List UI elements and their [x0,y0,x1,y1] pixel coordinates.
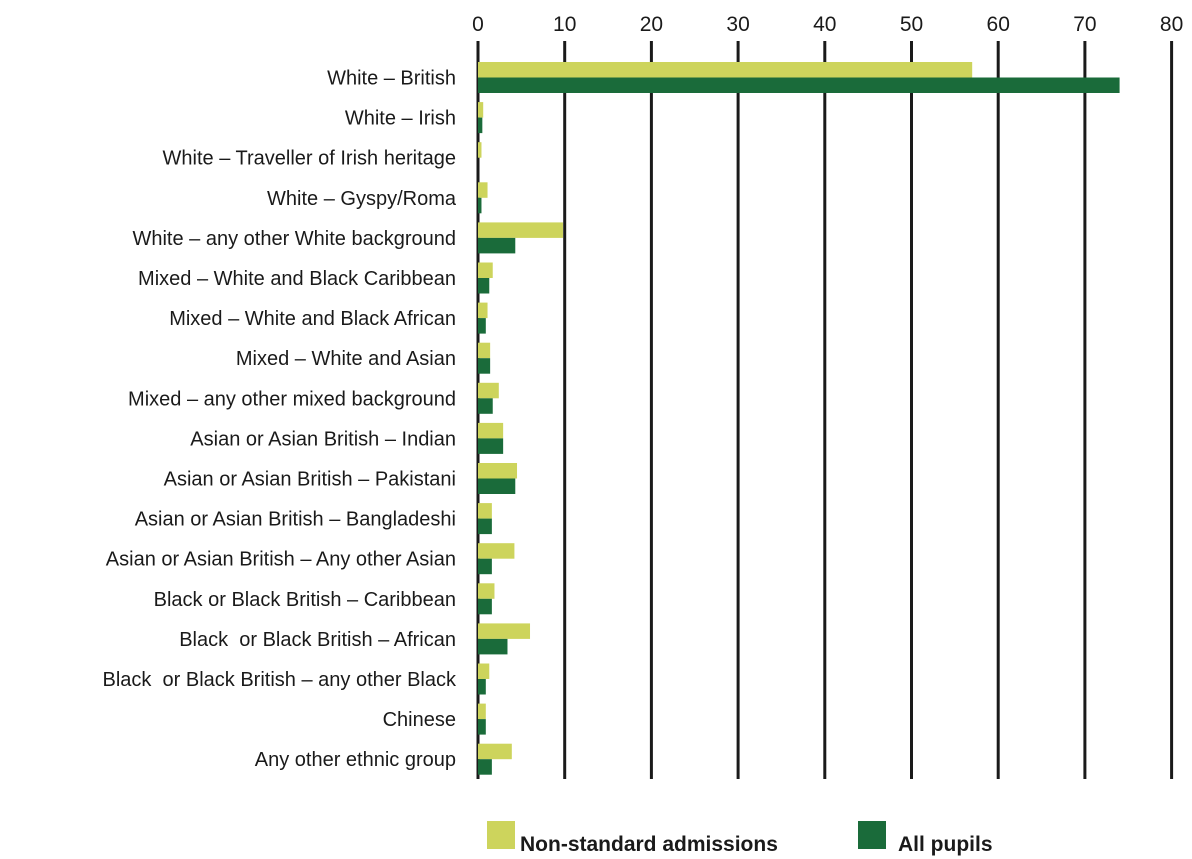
bars [478,62,1120,775]
bar-non-standard-16 [478,703,486,720]
bar-all-pupils-10 [478,478,516,494]
category-label-17: Any other ethnic group [255,749,456,771]
legend-all-pupils-label: All pupils [898,833,993,856]
bar-non-standard-12 [478,543,515,559]
bar-non-standard-2 [478,142,482,158]
bar-all-pupils-0 [478,77,1120,93]
x-tick-label-20: 20 [640,13,663,36]
bar-all-pupils-1 [478,117,483,134]
bar-non-standard-11 [478,503,492,519]
legend-all-pupils-swatch [858,821,886,849]
category-label-14: Black or Black British – African [179,629,456,651]
bar-non-standard-17 [478,743,512,760]
x-tick-label-10: 10 [553,13,576,36]
bar-non-standard-7 [478,342,491,359]
x-tick-label-70: 70 [1073,13,1096,36]
bar-non-standard-8 [478,382,499,399]
category-label-6: Mixed – White and Black African [169,308,456,330]
category-label-12: Asian or Asian British – Any other Asian [106,549,456,571]
bar-non-standard-4 [478,222,563,238]
bar-all-pupils-14 [478,638,508,655]
bar-all-pupils-5 [478,278,490,294]
gridlines [476,41,1174,779]
bar-non-standard-1 [478,102,484,118]
category-label-3: White – Gyspy/Roma [267,188,457,210]
category-label-8: Mixed – any other mixed background [128,388,456,410]
bar-non-standard-6 [478,302,488,319]
bar-non-standard-0 [478,62,973,78]
bar-all-pupils-12 [478,558,492,575]
x-tick-label-80: 80 [1160,13,1183,36]
x-tick-label-30: 30 [726,13,749,36]
bar-all-pupils-3 [478,197,482,214]
x-tick-label-50: 50 [900,13,923,36]
category-label-7: Mixed – White and Asian [236,348,456,370]
category-label-15: Black or Black British – any other Black [103,669,457,691]
x-tick-label-0: 0 [472,13,484,36]
category-label-4: White – any other White background [132,228,456,250]
bar-non-standard-10 [478,463,518,479]
category-label-2: White – Traveller of Irish heritage [163,148,456,170]
bar-all-pupils-9 [478,438,504,454]
bar-all-pupils-8 [478,398,493,414]
x-tick-label-60: 60 [987,13,1010,36]
bar-non-standard-15 [478,663,490,679]
bar-all-pupils-4 [478,237,516,254]
category-label-5: Mixed – White and Black Caribbean [138,268,456,290]
bar-all-pupils-6 [478,318,486,334]
category-label-11: Asian or Asian British – Bangladeshi [135,509,456,531]
x-tick-label-40: 40 [813,13,836,36]
category-label-13: Black or Black British – Caribbean [154,589,456,611]
bar-all-pupils-13 [478,598,492,615]
legend-non-standard-swatch [487,821,515,849]
bar-non-standard-14 [478,623,531,639]
category-label-1: White – Irish [345,108,456,130]
legend-non-standard-label: Non-standard admissions [520,833,778,856]
bar-non-standard-13 [478,583,495,599]
category-label-0: White – British [327,68,456,90]
legend: Non-standard admissions All pupils [487,821,993,856]
bar-all-pupils-16 [478,719,486,735]
bar-all-pupils-7 [478,358,491,374]
bar-non-standard-9 [478,422,504,439]
category-label-9: Asian or Asian British – Indian [190,428,456,450]
x-axis-ticks: 0 10 20 30 40 50 60 70 80 [472,13,1183,36]
bar-all-pupils-17 [478,759,492,775]
bar-non-standard-5 [478,262,493,278]
category-label-10: Asian or Asian British – Pakistani [164,469,456,491]
bar-all-pupils-15 [478,679,486,695]
category-label-16: Chinese [383,709,456,731]
category-labels: White – British White – Irish White – Trav… [103,68,457,772]
bar-all-pupils-11 [478,518,492,535]
bar-non-standard-3 [478,182,488,198]
